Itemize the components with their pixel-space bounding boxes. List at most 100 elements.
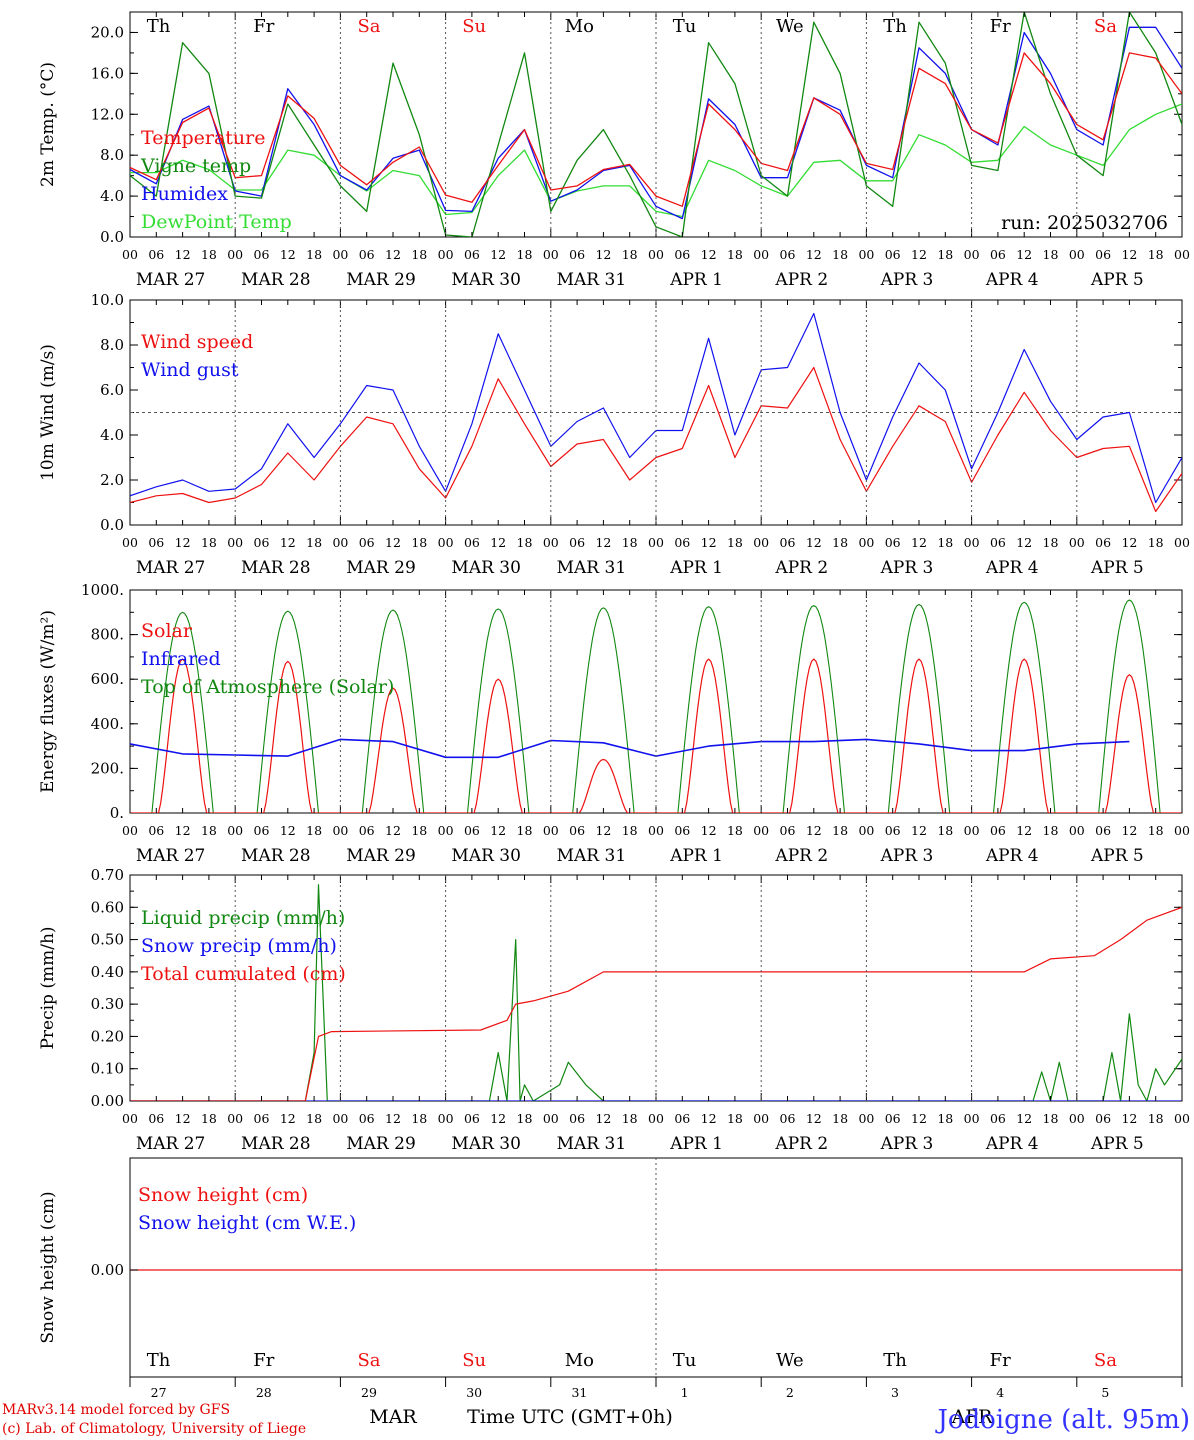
hour-label: 06	[885, 823, 901, 838]
hour-label: 00	[753, 247, 769, 262]
date-label: APR 2	[774, 270, 828, 290]
hour-label: 00	[858, 535, 874, 550]
hour-label: 00	[1069, 1111, 1085, 1126]
day-name: Fr	[990, 16, 1011, 37]
hour-label: 12	[280, 247, 296, 262]
hour-label: 18	[727, 823, 743, 838]
hour-label: 06	[254, 823, 270, 838]
day-name: Th	[147, 1350, 171, 1371]
date-label: APR 5	[1090, 846, 1144, 866]
day-name: Fr	[253, 16, 274, 37]
hour-label: 00	[1069, 535, 1085, 550]
hour-label: 00	[648, 535, 664, 550]
day-number: 31	[571, 1385, 587, 1400]
hour-label: 06	[359, 247, 375, 262]
hour-label: 18	[937, 247, 953, 262]
hour-label: 18	[1043, 535, 1059, 550]
hour-label: 18	[727, 247, 743, 262]
hour-label: 18	[201, 1111, 217, 1126]
month-label: APR	[951, 1406, 994, 1428]
hour-label: 00	[753, 823, 769, 838]
hour-label: 18	[937, 1111, 953, 1126]
y-tick-label: 0.70	[91, 866, 124, 884]
hour-label: 00	[964, 535, 980, 550]
hour-label: 06	[990, 823, 1006, 838]
hour-label: 00	[438, 823, 454, 838]
date-label: MAR 28	[241, 1134, 311, 1154]
series-dewpoint-temp	[130, 103, 1182, 218]
plot-area	[130, 12, 1182, 237]
hour-label: 18	[832, 247, 848, 262]
y-tick-label: 0.0	[100, 516, 124, 534]
date-label: MAR 27	[136, 270, 206, 290]
hour-label: 06	[569, 823, 585, 838]
day-name: Th	[147, 16, 171, 37]
hour-label: 00	[858, 823, 874, 838]
hour-label: 00	[227, 1111, 243, 1126]
date-label: APR 4	[985, 270, 1039, 290]
y-tick-label: 0.40	[91, 963, 124, 981]
hour-label: 06	[359, 535, 375, 550]
hour-label: 18	[306, 823, 322, 838]
hour-label: 00	[648, 247, 664, 262]
series-temperature	[130, 52, 1182, 207]
day-name: Sa	[1094, 1350, 1117, 1371]
hour-label: 12	[385, 823, 401, 838]
day-name: Fr	[990, 1350, 1011, 1371]
y-tick-label: 800.	[91, 626, 124, 644]
date-label: MAR 27	[136, 846, 206, 866]
hour-label: 06	[254, 247, 270, 262]
hour-label: 06	[674, 247, 690, 262]
hour-label: 12	[175, 247, 191, 262]
day-name: Su	[462, 16, 486, 37]
day-name: Th	[883, 16, 907, 37]
y-tick-label: 200.	[91, 759, 124, 777]
date-label: APR 2	[774, 558, 828, 578]
hour-label: 00	[964, 823, 980, 838]
hour-label: 12	[595, 823, 611, 838]
hour-label: 06	[674, 535, 690, 550]
hour-label: 00	[753, 535, 769, 550]
hour-label: 12	[806, 247, 822, 262]
day-number: 5	[1101, 1385, 1109, 1400]
hour-label: 18	[411, 823, 427, 838]
day-number: 3	[891, 1385, 899, 1400]
hour-label: 06	[148, 823, 164, 838]
hour-label: 00	[1069, 823, 1085, 838]
hour-label: 12	[806, 535, 822, 550]
y-tick-label: 0.30	[91, 995, 124, 1013]
footer: MARv3.14 model forced by GFS (c) Lab. of …	[2, 1402, 1190, 1437]
y-tick-label: 6.0	[100, 381, 124, 399]
hour-label: 00	[332, 535, 348, 550]
hour-label: 06	[780, 823, 796, 838]
hour-label: 00	[227, 247, 243, 262]
day-name: Th	[883, 1350, 907, 1371]
y-tick-label: 0.	[110, 804, 124, 822]
date-label: APR 2	[774, 1134, 828, 1154]
y-tick-label: 10.0	[91, 291, 124, 309]
day-name: We	[776, 16, 804, 37]
legend-entry: Wind gust	[141, 359, 239, 381]
date-label: APR 4	[985, 1134, 1039, 1154]
y-tick-label: 0.00	[91, 1092, 124, 1110]
y-tick-label: 600.	[91, 670, 124, 688]
hour-label: 06	[1095, 1111, 1111, 1126]
hour-label: 00	[438, 535, 454, 550]
y-tick-label: 8.0	[100, 336, 124, 354]
date-label: APR 1	[669, 270, 723, 290]
hour-label: 18	[411, 247, 427, 262]
hour-label: 18	[1148, 535, 1164, 550]
date-label: MAR 30	[451, 1134, 521, 1154]
series-vigne-temp	[130, 12, 1182, 237]
hour-label: 18	[517, 247, 533, 262]
date-label: APR 5	[1090, 1134, 1144, 1154]
date-label: MAR 29	[346, 846, 416, 866]
y-tick-label: 12.0	[91, 105, 124, 123]
y-tick-label: 1000.	[81, 581, 124, 599]
hour-label: 12	[911, 1111, 927, 1126]
date-label: APR 2	[774, 846, 828, 866]
hour-label: 18	[1043, 1111, 1059, 1126]
hour-label: 00	[543, 823, 559, 838]
series-humidex	[130, 26, 1182, 220]
hour-label: 12	[1121, 823, 1137, 838]
